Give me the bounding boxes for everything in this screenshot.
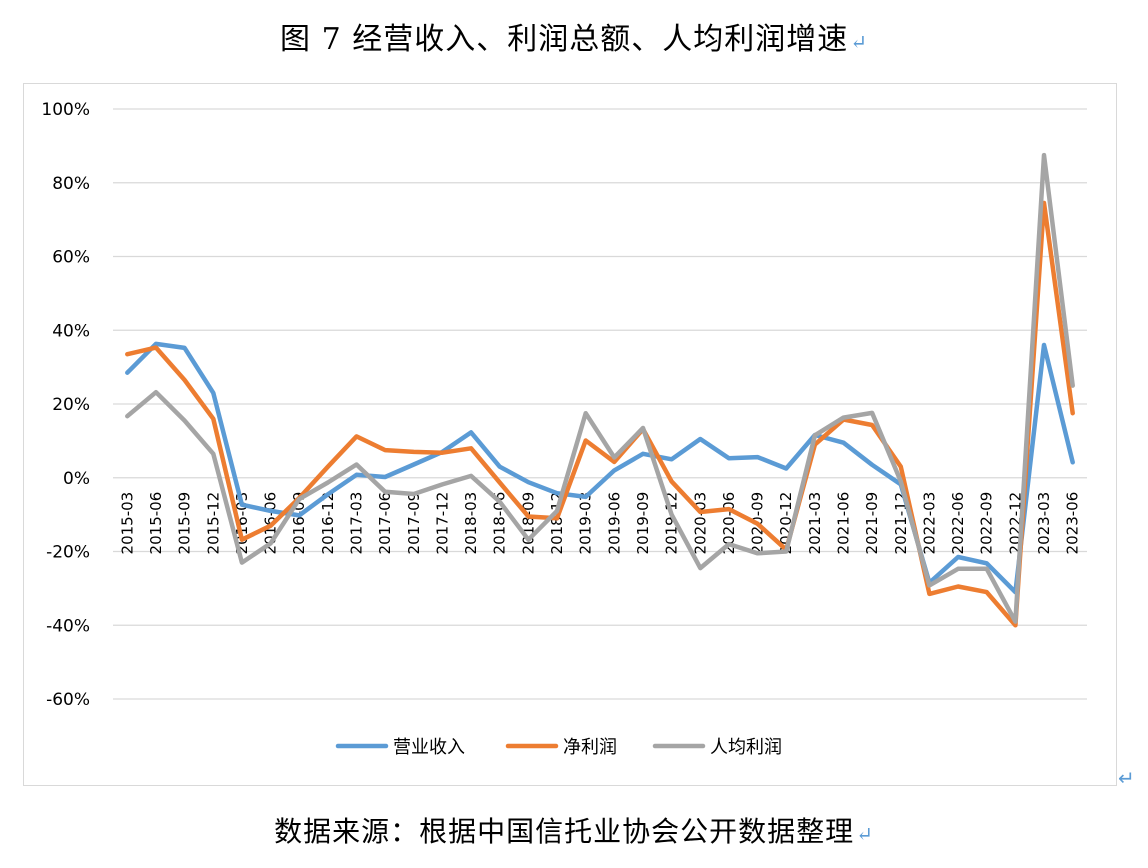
- x-tick-label: 2015-06: [147, 492, 165, 555]
- x-tick-label: 2021-03: [806, 492, 824, 555]
- x-tick-label: 2016-12: [319, 492, 337, 555]
- y-tick-label: -20%: [46, 543, 90, 563]
- x-tick-label: 2021-09: [863, 492, 881, 555]
- legend-label: 人均利润: [710, 737, 782, 758]
- series-line: [125, 152, 1075, 624]
- x-tick-label: 2019-09: [634, 492, 652, 555]
- x-tick-label: 2023-06: [1064, 492, 1082, 555]
- return-mark-icon: ↵: [850, 30, 868, 54]
- return-mark-icon: ↵: [1118, 766, 1135, 790]
- x-tick-label: 2018-09: [519, 492, 537, 555]
- x-tick-label: 2022-03: [920, 492, 938, 555]
- x-tick-label: 2023-03: [1035, 492, 1053, 555]
- x-tick-label: 2015-03: [118, 492, 136, 555]
- y-tick-label: 20%: [52, 395, 90, 415]
- x-tick-label: 2015-09: [176, 492, 194, 555]
- x-tick-label: 2018-03: [462, 492, 480, 555]
- y-tick-label: 60%: [52, 248, 90, 268]
- x-tick-label: 2017-03: [348, 492, 366, 555]
- chart-title: 图 7 经营收入、利润总额、人均利润增速 ↵: [280, 22, 868, 57]
- y-tick-label: 100%: [41, 100, 90, 120]
- y-tick-label: 80%: [52, 174, 90, 194]
- x-tick-label: 2021-06: [835, 492, 853, 555]
- x-axis-ticks: 2015-03 2015-06 2015-09 2015-12 2016-03 2016-…: [118, 492, 1081, 555]
- y-axis-ticks: -60% -40% -20% 0% 20% 40% 60% 80% 100%: [41, 100, 90, 710]
- gridlines: [113, 108, 1087, 700]
- y-tick-label: -60%: [46, 690, 90, 710]
- chart-frame: [23, 83, 1117, 786]
- x-tick-label: 2022-06: [949, 492, 967, 555]
- source-note: 数据来源：根据中国信托业协会公开数据整理 ↵: [274, 815, 874, 848]
- y-tick-label: -40%: [46, 616, 90, 636]
- legend-label: 净利润: [563, 737, 617, 758]
- series-lines: [125, 152, 1075, 628]
- legend-label: 营业收入: [393, 737, 465, 758]
- x-tick-label: 2020-03: [691, 492, 709, 555]
- x-tick-label: 2022-09: [978, 492, 996, 555]
- x-tick-label: 2015-12: [204, 492, 222, 555]
- x-tick-label: 2019-06: [605, 492, 623, 555]
- return-mark-icon: ↵: [856, 822, 874, 846]
- x-tick-label: 2017-06: [376, 492, 394, 555]
- x-tick-label: 2019-03: [577, 492, 595, 555]
- legend: 营业收入 净利润 人均利润: [335, 737, 782, 758]
- series-line: [125, 200, 1075, 628]
- y-tick-label: 0%: [63, 469, 90, 489]
- y-tick-label: 40%: [52, 321, 90, 341]
- x-tick-label: 2017-12: [433, 492, 451, 555]
- x-tick-label: 2017-09: [405, 492, 423, 555]
